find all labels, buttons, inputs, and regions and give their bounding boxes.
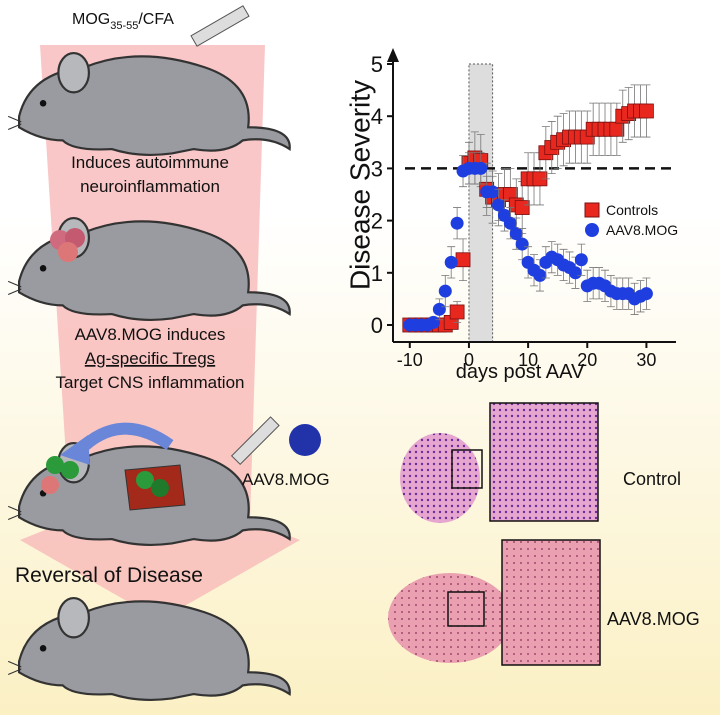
caption: Target CNS inflammation	[56, 373, 245, 392]
marker	[509, 227, 523, 241]
marker	[455, 252, 471, 268]
legend-label: Controls	[606, 202, 658, 218]
y-axis-label: Disease Severity	[344, 80, 375, 290]
caption: neuroinflammation	[80, 177, 220, 196]
marker	[474, 161, 488, 175]
caption: AAV8.MOG	[607, 609, 700, 629]
marker	[426, 315, 440, 329]
y-tick-label: 0	[371, 313, 383, 338]
caption: AAV8.MOG	[242, 470, 330, 489]
x-tick-label: -10	[397, 350, 423, 370]
caption: AAV8.MOG induces	[75, 325, 226, 344]
marker	[486, 185, 500, 199]
y-tick-label: 4	[371, 104, 383, 129]
marker	[609, 121, 625, 137]
x-tick-label: 20	[577, 350, 597, 370]
x-tick-label: 0	[464, 350, 474, 370]
marker	[515, 237, 529, 251]
marker	[492, 198, 506, 212]
x-tick-label: 10	[518, 350, 538, 370]
label: /CFA	[138, 11, 174, 28]
marker	[568, 266, 582, 280]
marker	[574, 253, 588, 267]
label: MOG	[72, 11, 110, 28]
histology	[388, 402, 601, 666]
x-axis-label: days post AAV	[456, 361, 585, 383]
y-tick-label: 5	[371, 52, 383, 77]
marker	[639, 287, 653, 301]
legend-marker	[585, 223, 599, 237]
marker	[432, 302, 446, 316]
caption: Ag-specific Tregs	[85, 349, 215, 368]
subscript: 35-55	[110, 20, 138, 32]
immunization-label: MOG35-55/CFA	[72, 11, 174, 32]
y-tick-label: 3	[371, 156, 383, 181]
y-axis-arrow	[387, 48, 399, 62]
x-tick-label: 30	[636, 350, 656, 370]
marker	[503, 216, 517, 230]
legend-label: AAV8.MOG	[606, 222, 678, 238]
marker	[450, 216, 464, 230]
marker	[533, 268, 547, 282]
y-tick-label: 1	[371, 261, 383, 286]
marker	[449, 304, 465, 320]
y-tick-label: 2	[371, 209, 383, 234]
marker	[444, 255, 458, 269]
caption: Induces autoimmune	[71, 153, 229, 172]
cells	[41, 228, 321, 511]
legend-marker	[584, 202, 600, 218]
caption: Control	[623, 469, 681, 489]
syringes	[190, 5, 280, 466]
marker	[438, 284, 452, 298]
caption: Reversal of Disease	[15, 564, 203, 587]
marker	[514, 200, 530, 215]
marker	[639, 103, 654, 119]
